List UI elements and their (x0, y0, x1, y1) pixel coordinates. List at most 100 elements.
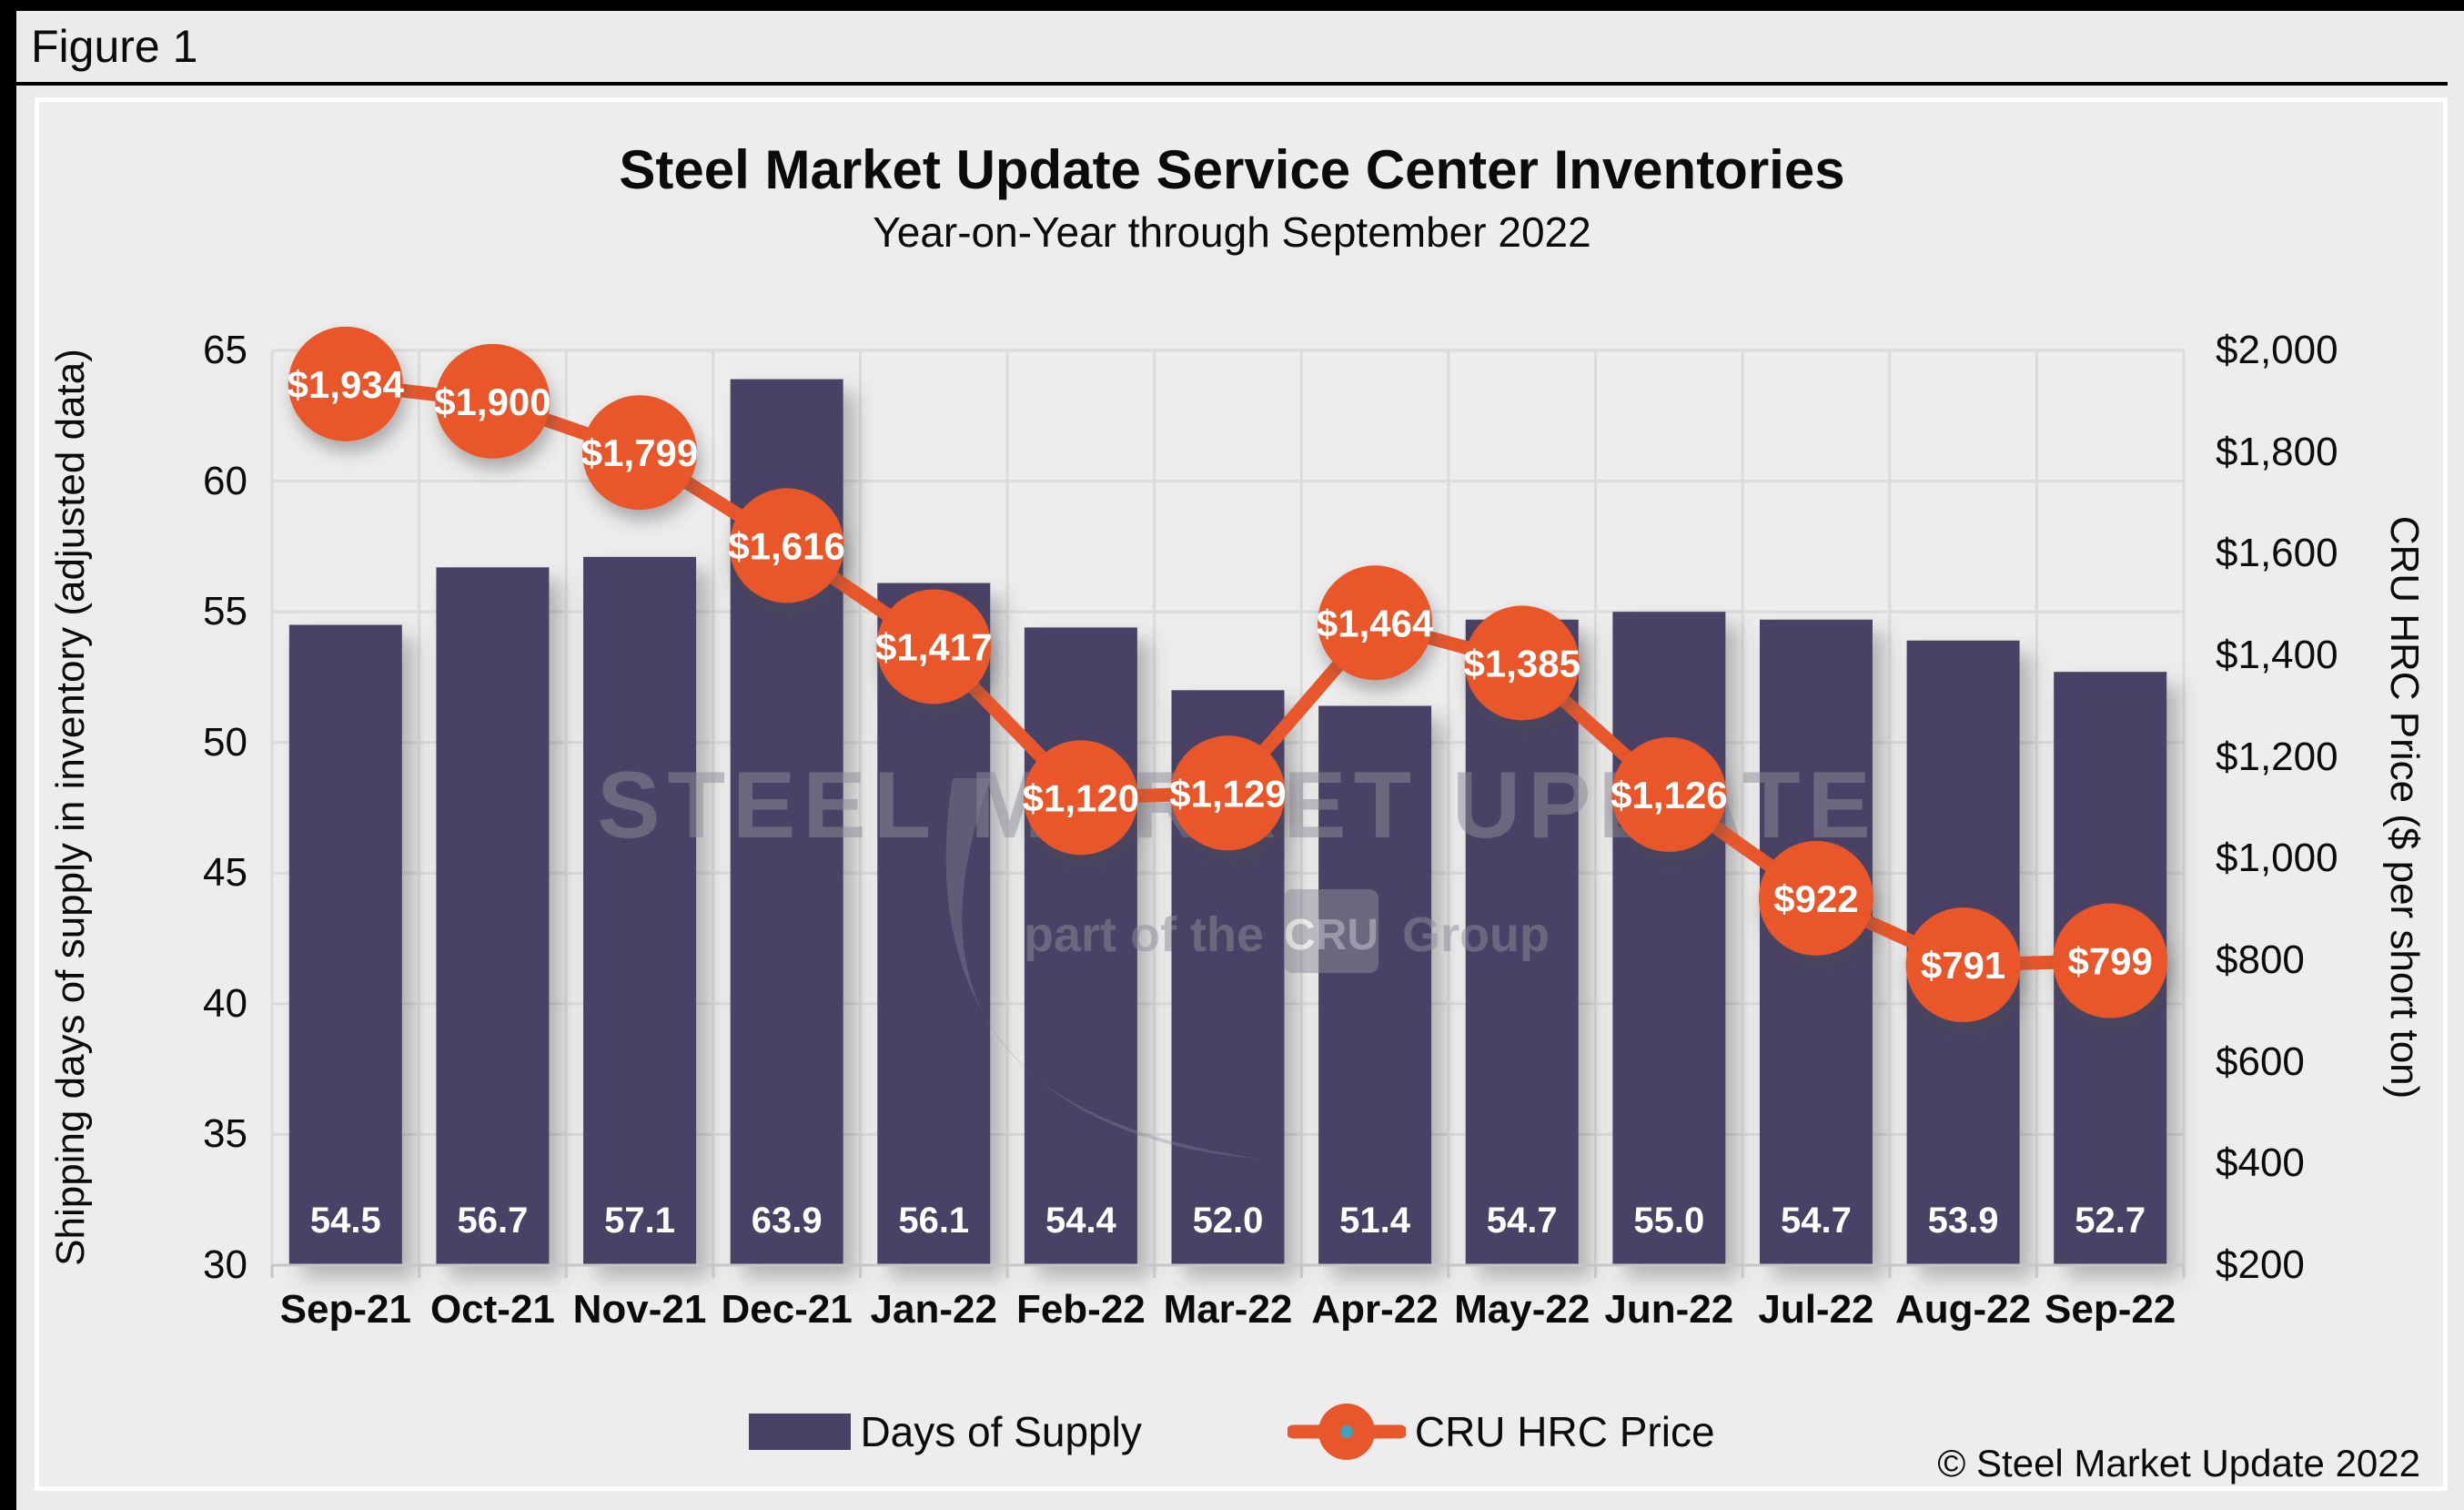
price-marker (582, 395, 698, 511)
axis-tick-label: 40 (203, 980, 247, 1026)
price-marker (1758, 840, 1873, 956)
bar-value-label: 57.1 (604, 1201, 675, 1241)
legend-item-cru-hrc-price: CRU HRC Price (1287, 1400, 1715, 1464)
axis-tick-label: $1,000 (2216, 836, 2338, 881)
price-marker (1318, 565, 1433, 681)
svg-text:Group: Group (1402, 907, 1550, 962)
category-label: Sep-22 (2045, 1287, 2176, 1332)
price-marker-label: $1,464 (1317, 602, 1434, 644)
category-label: Oct-21 (429, 1287, 555, 1332)
price-marker-label: $1,900 (434, 380, 550, 423)
chart-title: Steel Market Update Service Center Inven… (619, 139, 1845, 200)
bar (288, 624, 402, 1265)
bar-value-label: 56.7 (457, 1201, 528, 1241)
category-label: Aug-22 (1895, 1287, 2032, 1332)
svg-text:part of the: part of the (1024, 907, 1264, 962)
axis-tick-label: 60 (203, 458, 247, 503)
category-label: Feb-22 (1015, 1287, 1146, 1332)
category-label: Dec-21 (721, 1287, 853, 1332)
svg-text:CRU: CRU (1284, 911, 1378, 959)
bar-value-label: 51.4 (1339, 1201, 1411, 1241)
bar-value-label: 55.0 (1633, 1201, 1704, 1241)
price-marker (2053, 903, 2168, 1018)
price-marker-label: $1,129 (1169, 772, 1286, 815)
price-marker (1023, 740, 1138, 856)
bar-value-label: 54.7 (1781, 1201, 1852, 1241)
right-axis-title: CRU HRC Price ($ per short ton) (2382, 515, 2427, 1100)
header-divider (16, 82, 2448, 86)
price-marker-label: $799 (2067, 940, 2152, 983)
legend: Days of Supply CRU HRC Price (0, 1400, 2464, 1464)
axis-tick-label: $1,200 (2216, 734, 2338, 779)
category-label: Jun-22 (1604, 1287, 1734, 1332)
axis-tick-label: $200 (2216, 1242, 2305, 1287)
axis-tick-label: 45 (203, 850, 247, 896)
line-marker-icon (1287, 1404, 1406, 1460)
price-marker-label: $1,799 (581, 431, 698, 474)
legend-label: Days of Supply (860, 1408, 1142, 1455)
bar-swatch-icon (749, 1414, 852, 1450)
axis-tick-label: 50 (203, 719, 247, 765)
x-axis-line (270, 1263, 2186, 1278)
left-black-bar (0, 0, 16, 1510)
bars-days-of-supply (288, 379, 2167, 1266)
bar (1024, 627, 1137, 1265)
chart-subtitle: Year-on-Year through September 2022 (873, 208, 1591, 256)
axis-tick-label: $800 (2216, 937, 2305, 982)
bar-value-label: 52.0 (1193, 1201, 1264, 1241)
bar-value-label: 54.4 (1045, 1201, 1117, 1241)
price-marker-label: $1,385 (1463, 642, 1580, 684)
axis-tick-label: $400 (2216, 1140, 2305, 1186)
axis-tick-label: 30 (203, 1242, 247, 1287)
plot-area: 54.5 56.7 57.1 63.9 56.1 54.4 52.0 51.4 54.7 55.0… (270, 326, 2186, 1278)
top-black-bar (0, 0, 2464, 11)
price-marker-label: $1,126 (1611, 774, 1727, 816)
axis-tick-label: $1,800 (2216, 429, 2338, 474)
legend-label: CRU HRC Price (1414, 1408, 1715, 1455)
bar (1318, 705, 1432, 1265)
price-marker-label: $1,417 (875, 626, 992, 669)
bar-value-label: 52.7 (2075, 1201, 2146, 1241)
axis-tick-label: 35 (203, 1111, 247, 1157)
price-marker (288, 326, 403, 441)
category-label: Jan-22 (870, 1287, 997, 1332)
axis-tick-label: 55 (203, 589, 247, 634)
price-marker (729, 488, 844, 603)
category-label: Mar-22 (1163, 1287, 1293, 1332)
category-label: Jul-22 (1758, 1287, 1874, 1332)
price-markers: $1,934 $1,900 $1,799 $1,616 $1,417 $1,120 $1,1… (288, 326, 2168, 1023)
price-marker-label: $1,934 (288, 363, 405, 406)
price-marker-label: $1,120 (1023, 776, 1139, 819)
price-marker (435, 343, 550, 459)
price-marker (1905, 907, 2021, 1023)
price-marker-label: $791 (1921, 944, 2005, 987)
price-marker (876, 589, 992, 704)
bar (1465, 619, 1579, 1265)
price-marker-label: $922 (1773, 877, 1858, 920)
category-label: May-22 (1454, 1287, 1590, 1332)
bar (583, 556, 697, 1265)
bar-value-labels: 54.5 56.7 57.1 63.9 56.1 54.4 52.0 51.4 54.7 55.0… (310, 1201, 2146, 1241)
category-label: Nov-21 (572, 1287, 707, 1332)
price-marker (1170, 735, 1286, 851)
bar-value-label: 63.9 (752, 1201, 823, 1241)
axis-tick-label: $1,400 (2216, 633, 2338, 677)
bar-value-label: 54.5 (310, 1201, 381, 1241)
bar (436, 567, 550, 1265)
category-label: Apr-22 (1311, 1287, 1439, 1332)
axis-tick-label: $1,600 (2216, 531, 2338, 576)
axis-tick-label: $2,000 (2216, 328, 2338, 372)
legend-item-days-of-supply: Days of Supply (749, 1407, 1142, 1456)
price-marker-label: $1,616 (728, 524, 844, 567)
bar-value-label: 53.9 (1928, 1201, 1999, 1241)
copyright-text: © Steel Market Update 2022 (1937, 1442, 2420, 1485)
bar-value-label: 54.7 (1487, 1201, 1558, 1241)
bar (1612, 612, 1726, 1265)
figure-label: Figure 1 (31, 21, 198, 72)
axis-tick-label: 65 (203, 328, 247, 372)
category-label: Sep-21 (279, 1287, 411, 1332)
bar-value-label: 56.1 (898, 1201, 969, 1241)
price-marker (1611, 736, 1727, 852)
price-marker (1464, 605, 1580, 721)
axis-tick-label: $600 (2216, 1039, 2305, 1084)
